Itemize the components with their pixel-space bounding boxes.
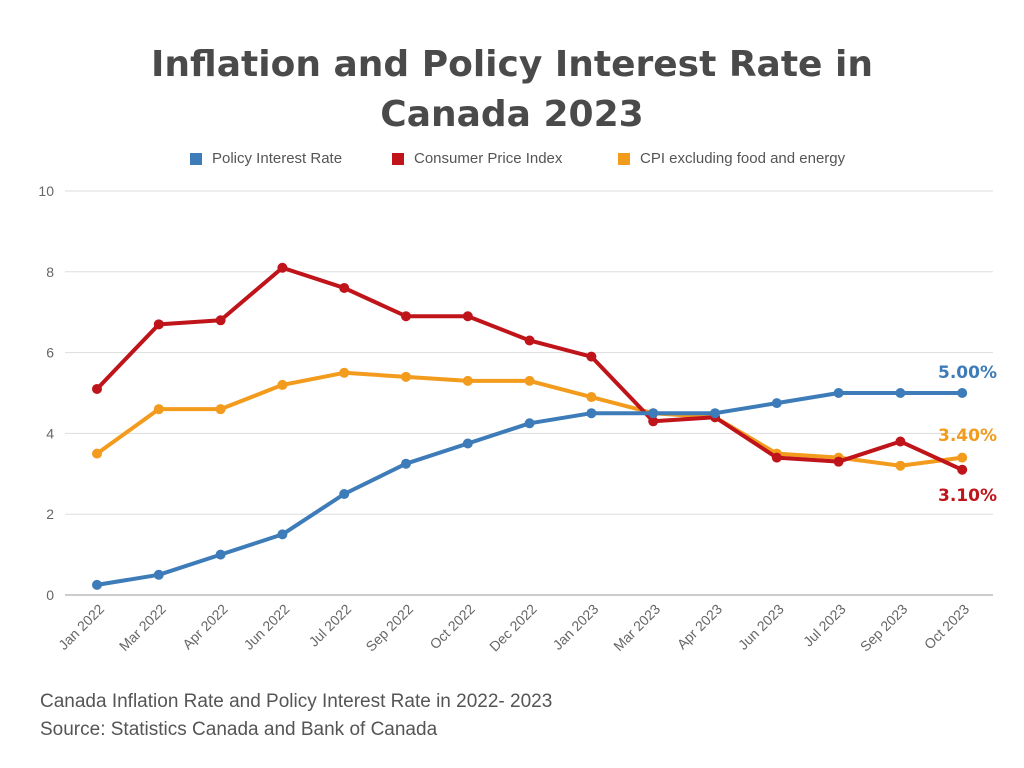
data-point-policy-rate	[339, 489, 350, 499]
x-tick-label: Jul 2022	[306, 601, 355, 650]
data-point-policy-rate	[277, 529, 288, 540]
data-point-cpi-core	[895, 460, 906, 471]
data-point-policy-rate	[833, 388, 844, 398]
y-tick-label: 10	[38, 183, 54, 199]
x-tick-label: Jun 2022	[240, 601, 292, 653]
legend-label-policy-rate: Policy Interest Rate	[212, 150, 343, 167]
data-point-cpi-core	[957, 452, 968, 463]
data-point-cpi	[339, 282, 350, 293]
data-point-policy-rate	[462, 438, 473, 449]
x-tick-label: Apr 2023	[674, 601, 726, 653]
data-point-policy-rate	[215, 549, 226, 560]
legend-item-policy-rate: Policy Interest Rate	[190, 150, 342, 167]
data-point-cpi-core	[277, 379, 288, 390]
x-tick-label: Apr 2022	[179, 601, 231, 653]
chart-source: Source: Statistics Canada and Bank of Ca…	[40, 719, 438, 740]
data-point-cpi	[895, 436, 906, 447]
end-label-cpi-core: 3.40%	[938, 426, 997, 446]
y-tick-label: 4	[46, 425, 54, 441]
data-point-cpi	[215, 315, 226, 326]
data-point-cpi-core	[462, 375, 473, 386]
x-tick-label: Oct 2023	[921, 601, 973, 653]
x-tick-label: Oct 2022	[426, 601, 478, 653]
data-point-cpi-core	[92, 448, 102, 459]
chart-caption: Canada Inflation Rate and Policy Interes…	[40, 691, 553, 712]
data-point-policy-rate	[957, 388, 968, 398]
x-tick-label: Sep 2022	[362, 601, 416, 655]
data-point-cpi-core	[524, 375, 535, 386]
x-tick-label: Jun 2023	[735, 601, 787, 653]
data-point-cpi-core	[215, 404, 226, 415]
data-point-policy-rate	[771, 398, 782, 409]
legend-item-cpi-core: CPI excluding food and energy	[618, 150, 845, 167]
legend-swatch-policy-rate	[190, 152, 202, 165]
x-tick-label: Mar 2023	[610, 601, 663, 654]
data-point-cpi	[648, 416, 659, 427]
x-tick-label: Jan 2023	[549, 601, 601, 653]
data-point-cpi	[771, 452, 782, 463]
x-tick-label: Jul 2023	[800, 601, 849, 650]
end-label-cpi: 3.10%	[938, 486, 997, 506]
chart-title-line-2: Canada 2023	[380, 94, 644, 135]
x-tick-label: Dec 2022	[486, 601, 540, 655]
data-point-policy-rate	[401, 458, 411, 469]
data-point-policy-rate	[524, 418, 535, 429]
data-point-cpi-core	[401, 371, 411, 382]
data-point-cpi	[153, 319, 164, 330]
data-point-policy-rate	[895, 388, 906, 398]
data-point-policy-rate	[648, 408, 659, 419]
chart-title: Inflation and Policy Interest Rate in Ca…	[0, 40, 1024, 140]
legend-label-cpi-core: CPI excluding food and energy	[640, 150, 846, 167]
data-point-cpi-core	[586, 392, 597, 403]
legend-label-cpi: Consumer Price Index	[414, 150, 563, 167]
y-tick-label: 6	[46, 345, 54, 361]
x-tick-label: Sep 2023	[857, 601, 911, 655]
data-point-policy-rate	[92, 579, 102, 590]
data-point-cpi	[401, 311, 411, 322]
y-tick-label: 0	[46, 587, 54, 603]
data-point-cpi	[586, 351, 597, 362]
data-point-policy-rate	[153, 569, 164, 580]
end-label-policy-rate: 5.00%	[938, 363, 997, 383]
legend-swatch-cpi-core	[618, 152, 630, 165]
data-point-cpi-core	[153, 404, 164, 415]
y-tick-label: 2	[46, 506, 54, 522]
data-point-cpi	[92, 383, 102, 394]
data-point-cpi	[524, 335, 535, 346]
y-tick-label: 8	[46, 264, 54, 280]
data-point-cpi	[277, 262, 288, 273]
data-point-cpi	[833, 456, 844, 467]
data-point-cpi	[462, 311, 473, 322]
legend-item-cpi: Consumer Price Index	[392, 150, 562, 167]
chart-footer: Canada Inflation Rate and Policy Interes…	[40, 688, 552, 744]
series-line-cpi	[95, 265, 965, 472]
chart-legend: Policy Interest Rate Consumer Price Inde…	[0, 150, 1024, 172]
x-tick-label: Jan 2022	[55, 601, 107, 653]
data-point-cpi	[957, 464, 968, 475]
data-point-policy-rate	[710, 408, 720, 419]
legend-swatch-cpi	[392, 152, 404, 165]
data-point-policy-rate	[586, 408, 597, 419]
data-point-cpi-core	[339, 367, 350, 378]
x-tick-label: Mar 2022	[116, 601, 169, 654]
chart-title-line-1: Inflation and Policy Interest Rate in	[151, 44, 873, 85]
